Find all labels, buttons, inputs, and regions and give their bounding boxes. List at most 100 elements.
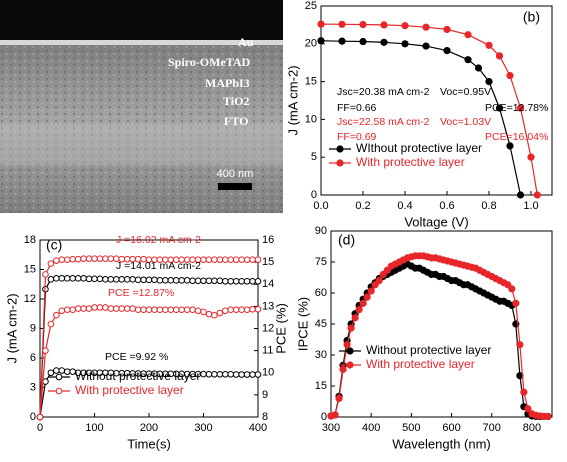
data-point — [183, 306, 191, 313]
y-tick-label: 20 — [305, 38, 317, 50]
data-point — [422, 23, 430, 31]
y-tick-label: 3 — [30, 381, 36, 393]
data-point — [254, 371, 262, 378]
series — [36, 304, 262, 421]
annotation: Jsc=22.58 mA cm-2 — [337, 116, 430, 128]
sem-top — [0, 0, 283, 40]
y2-tick-label: 12 — [262, 322, 274, 334]
x-axis-label: Time(s) — [127, 436, 171, 451]
data-point — [47, 260, 55, 267]
data-point — [401, 40, 409, 48]
y-tick-label: 15 — [305, 76, 317, 88]
data-point — [485, 41, 493, 49]
layer-label: FTO — [224, 114, 248, 128]
series — [36, 275, 262, 421]
data-point — [527, 153, 535, 161]
x-tick-label: 400 — [362, 422, 380, 434]
sem-image: Au Spiro-OMeTAD MAPbI3 TiO2 FTO 400 nm — [0, 0, 283, 213]
y2-tick-label: 15 — [262, 256, 274, 268]
data-point — [145, 306, 153, 313]
data-point — [102, 255, 109, 262]
data-point — [178, 306, 185, 313]
y-tick-label: 75 — [315, 256, 327, 268]
data-point — [520, 388, 528, 396]
y2-tick-label: 14 — [262, 278, 274, 290]
data-point — [227, 306, 235, 313]
layer-label: Spiro-OMeTAD — [168, 55, 251, 69]
data-point — [227, 256, 235, 263]
data-point — [85, 275, 93, 283]
data-point — [232, 256, 240, 263]
data-point — [151, 306, 158, 313]
data-point — [69, 275, 76, 282]
legend-marker — [336, 159, 344, 167]
data-point — [80, 305, 87, 312]
y2-tick-label: 9 — [262, 389, 268, 401]
data-point — [238, 278, 245, 285]
data-point — [80, 255, 87, 262]
y-tick-label: 15 — [315, 380, 327, 392]
data-point — [74, 255, 82, 263]
x-tick-label: 300 — [322, 422, 340, 434]
data-point — [118, 276, 126, 283]
data-point — [249, 278, 256, 285]
y2-tick-label: 16 — [262, 234, 274, 246]
data-point — [58, 275, 66, 282]
data-point — [232, 306, 240, 313]
data-point — [495, 52, 504, 60]
chart-panel: 300 400 500 600 700 800 0 15 30 45 60 75 90 Wavelengt… — [295, 225, 553, 451]
data-point — [134, 276, 142, 284]
data-point — [63, 306, 71, 313]
data-point — [205, 277, 213, 285]
data-point — [129, 276, 136, 283]
data-point — [63, 368, 71, 375]
x-axis-label: Voltage (V) — [404, 214, 468, 229]
annotation: PCE=12.78% — [485, 102, 548, 114]
data-point — [243, 306, 251, 313]
data-point — [42, 347, 49, 354]
layer-label: TiO2 — [223, 94, 249, 108]
data-point — [107, 276, 115, 283]
annotation: PCE =9.92 % — [105, 351, 168, 363]
data-point — [167, 306, 175, 313]
data-point — [200, 370, 207, 378]
y-tick-label: 0 — [311, 189, 317, 201]
y-tick-label: 15 — [24, 263, 36, 275]
legend-marker — [336, 145, 344, 153]
data-point — [216, 277, 224, 285]
x-tick-label: 0.2 — [355, 200, 370, 212]
data-point — [53, 275, 60, 282]
panel-label: (b) — [523, 9, 540, 25]
data-point — [331, 411, 339, 419]
data-point — [249, 371, 256, 378]
data-point — [464, 56, 472, 64]
series — [327, 252, 552, 420]
y-tick-label: 0 — [30, 411, 36, 423]
data-point — [200, 256, 207, 263]
data-point — [36, 413, 44, 421]
annotation: Voc=0.95V — [440, 86, 491, 98]
x-tick-label: 0 — [37, 422, 43, 434]
data-point — [249, 256, 256, 263]
legend-marker — [55, 373, 63, 381]
data-point — [211, 370, 218, 378]
data-point — [140, 306, 147, 313]
data-point — [74, 305, 82, 312]
data-point — [63, 275, 71, 282]
data-point — [359, 299, 367, 307]
chart-panel: 0.0 0.2 0.4 0.6 0.8 1.0 0 5 10 15 20 25 Voltage (V) J… — [285, 0, 553, 229]
data-point — [216, 256, 224, 263]
x-tick-label: 200 — [140, 422, 158, 434]
data-point — [243, 278, 251, 285]
legend-label: Without protective layer — [366, 343, 491, 357]
annotation: J =16.02 mA cm-2 — [116, 234, 201, 246]
data-point — [347, 324, 355, 332]
x-tick-label: 0.6 — [439, 200, 454, 212]
x-tick-label: 1.0 — [523, 200, 538, 212]
data-point — [485, 77, 493, 86]
layer-label: MAPbI3 — [205, 76, 250, 90]
data-point — [211, 311, 218, 319]
data-point — [335, 394, 343, 403]
series — [317, 37, 525, 199]
data-point — [140, 276, 147, 284]
